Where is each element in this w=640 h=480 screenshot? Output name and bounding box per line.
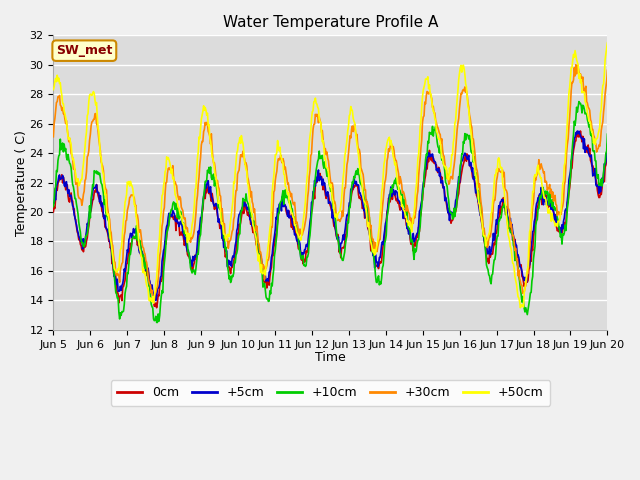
X-axis label: Time: Time	[315, 351, 346, 364]
Text: SW_met: SW_met	[56, 44, 113, 57]
Legend: 0cm, +5cm, +10cm, +30cm, +50cm: 0cm, +5cm, +10cm, +30cm, +50cm	[111, 380, 550, 406]
Title: Water Temperature Profile A: Water Temperature Profile A	[223, 15, 438, 30]
Y-axis label: Temperature ( C): Temperature ( C)	[15, 130, 28, 236]
